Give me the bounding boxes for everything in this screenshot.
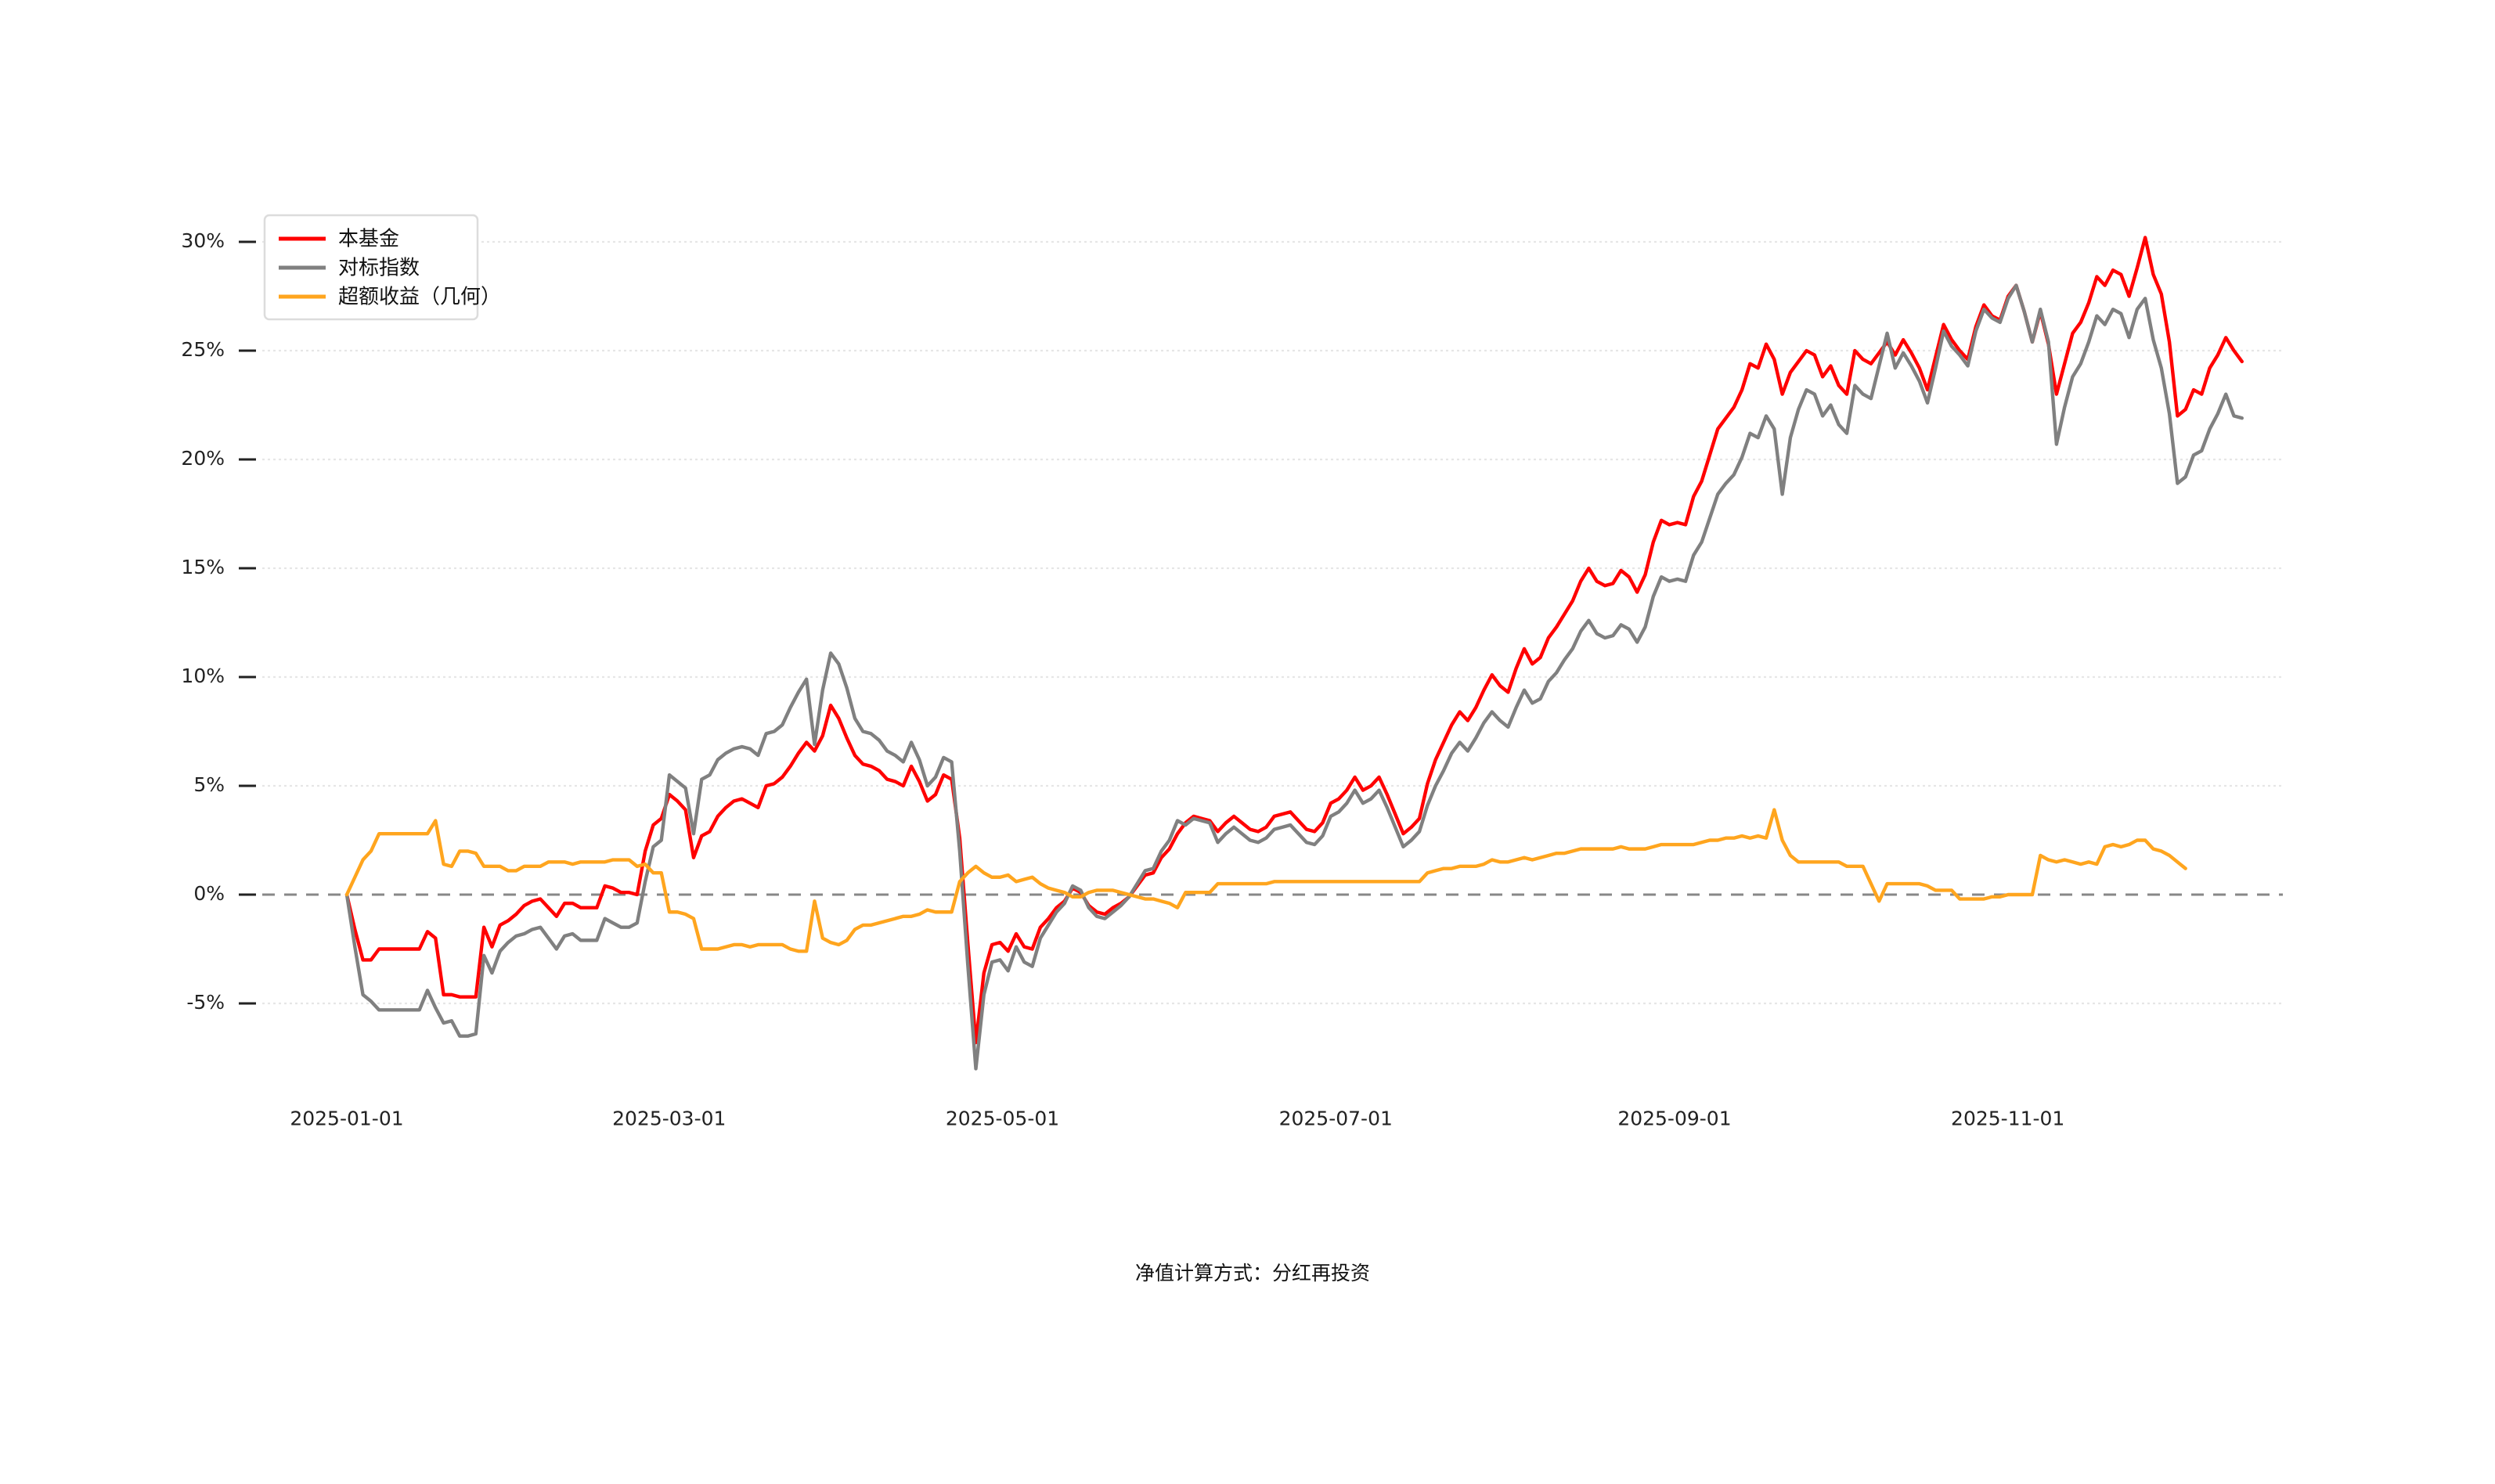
y-tick-label: 15%: [181, 556, 225, 578]
x-tick-labels: 2025-01-01 2025-03-01 2025-05-01 2025-07-01…: [290, 1107, 2064, 1129]
y-tick-label: 10%: [181, 665, 225, 687]
y-tick-label: 20%: [181, 447, 225, 470]
x-tick-label: 2025-07-01: [1279, 1107, 1393, 1129]
y-tick-label: 5%: [193, 773, 225, 796]
x-tick-label: 2025-11-01: [1951, 1107, 2064, 1129]
y-tick-labels: 30% 25% 20% 15% 10% 5% 0% -5%: [181, 229, 225, 1014]
footer-note: 净值计算方式：分红再投资: [1135, 1262, 1370, 1284]
legend-label-0: 本基金: [338, 228, 399, 251]
y-tick-label: 25%: [181, 338, 225, 361]
series-lines: [344, 236, 2244, 1071]
x-tick-label: 2025-09-01: [1617, 1107, 1731, 1129]
series-line-1: [344, 283, 2244, 1071]
x-tick-label: 2025-03-01: [612, 1107, 726, 1129]
y-tick-label: -5%: [186, 991, 225, 1014]
y-tick-label: 0%: [193, 882, 225, 905]
gridlines: [262, 240, 2283, 1005]
legend-label-1: 对标指数: [338, 257, 420, 280]
x-tick-label: 2025-01-01: [290, 1107, 403, 1129]
series-line-2: [344, 808, 2187, 953]
legend-label-2: 超额收益（几何）: [338, 286, 501, 309]
series-line-0: [344, 236, 2244, 1045]
legend-box: [263, 214, 479, 321]
x-tick-label: 2025-05-01: [946, 1107, 1059, 1129]
y-tick-marks: [239, 240, 256, 1005]
y-tick-label: 30%: [181, 229, 225, 252]
